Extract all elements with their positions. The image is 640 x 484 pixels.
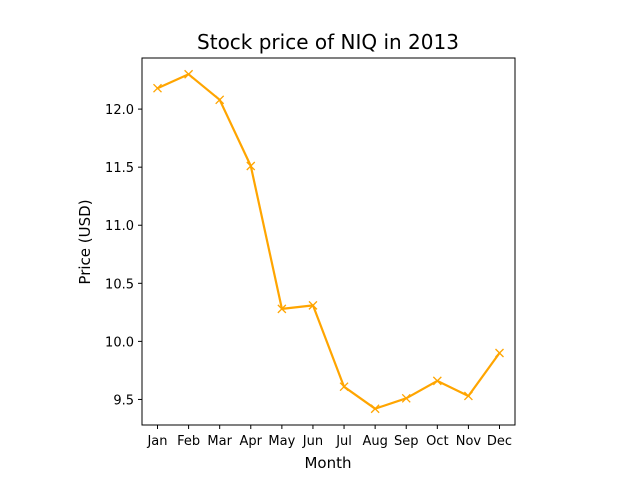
data-point-marker xyxy=(246,161,256,171)
data-point-marker xyxy=(401,393,411,403)
y-tick-label: 10.5 xyxy=(105,277,134,292)
data-point-marker xyxy=(370,404,380,414)
plot-area-frame xyxy=(141,57,516,426)
y-tick-label: 11.5 xyxy=(105,161,134,176)
data-point-marker xyxy=(339,382,349,392)
series-markers xyxy=(153,69,504,414)
y-tick-label: 10.0 xyxy=(105,335,134,350)
x-tick-label: Apr xyxy=(240,434,263,449)
data-point-marker xyxy=(432,376,442,386)
x-tick-label: Feb xyxy=(177,434,200,449)
x-tick-label: Dec xyxy=(487,434,512,449)
x-tick-label: Sep xyxy=(394,434,419,449)
chart-title: Stock price of NIQ in 2013 xyxy=(197,30,459,54)
data-point-marker xyxy=(215,95,225,105)
series-line-price xyxy=(156,73,501,410)
y-tick-label: 12.0 xyxy=(105,103,134,118)
y-axis-label: Price (USD) xyxy=(76,199,94,284)
x-tick-label: Jan xyxy=(146,434,167,449)
x-tick-label: Jun xyxy=(302,434,323,449)
x-axis-ticks: Jan Feb Mar Apr May Jun Jul Aug Sep Oct Nov Dec xyxy=(146,425,512,449)
y-tick-label: 11.0 xyxy=(105,219,134,234)
x-tick-label: Oct xyxy=(426,434,448,449)
x-tick-label: Mar xyxy=(207,434,232,449)
data-point-marker xyxy=(277,304,287,314)
data-point-marker xyxy=(463,391,473,401)
y-axis-ticks: 9.5 10.0 10.5 11.0 11.5 12.0 xyxy=(105,103,142,408)
x-tick-label: Aug xyxy=(362,434,387,449)
x-axis-label: Month xyxy=(304,454,351,472)
data-point-marker xyxy=(153,83,162,93)
data-point-marker xyxy=(308,300,318,310)
x-tick-label: May xyxy=(268,434,295,449)
data-point-marker xyxy=(495,348,504,358)
x-tick-label: Nov xyxy=(456,434,482,449)
y-tick-label: 9.5 xyxy=(113,393,134,408)
data-point-marker xyxy=(184,69,194,79)
x-tick-label: Jul xyxy=(335,434,352,449)
